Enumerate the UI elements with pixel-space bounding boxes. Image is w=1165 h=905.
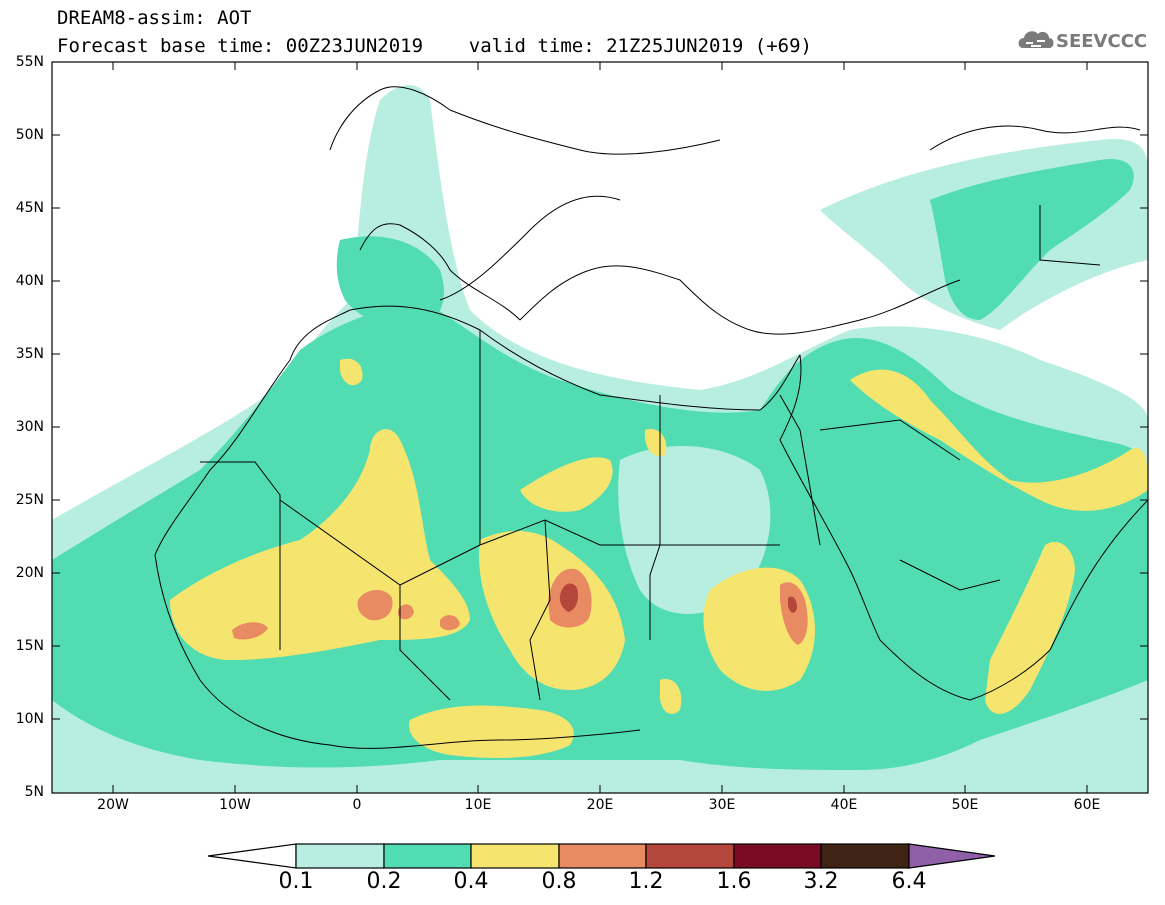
lat-label: 35N	[15, 346, 44, 362]
colorbar-label: 0.1	[278, 869, 314, 894]
lon-ticks	[112, 62, 1088, 793]
lon-label: 0	[352, 797, 362, 813]
lon-label: 10W	[219, 797, 251, 813]
coastlines	[154, 86, 1148, 749]
lat-label: 55N	[15, 54, 44, 70]
lat-label: 50N	[15, 127, 44, 143]
colorbar-label: 0.4	[453, 869, 489, 894]
lat-label: 15N	[15, 638, 44, 654]
lat-label: 5N	[24, 784, 44, 800]
lat-label: 20N	[15, 565, 44, 581]
lat-label: 40N	[15, 273, 44, 289]
lat-label: 25N	[15, 492, 44, 508]
lon-label: 10E	[464, 797, 492, 813]
borders	[200, 205, 1101, 701]
lat-ticks	[52, 61, 1148, 720]
colorbar	[207, 843, 996, 869]
plot-title: DREAM8-assim: AOT	[57, 7, 252, 29]
colorbar-cell	[558, 843, 647, 869]
lat-label: 45N	[15, 200, 44, 216]
lon-label: 30E	[708, 797, 736, 813]
lon-label: 40E	[830, 797, 858, 813]
aot-layer-very-high	[559, 583, 797, 613]
aot-layer-high	[232, 568, 808, 645]
colorbar-cell	[383, 843, 472, 869]
colorbar-cell	[733, 843, 822, 869]
colorbar-over-arrow	[908, 843, 996, 869]
colorbar-cell	[645, 843, 735, 869]
aot-layer-moderate	[170, 358, 1148, 758]
colorbar-cell	[295, 843, 385, 869]
aot-layer-low	[52, 159, 1148, 770]
colorbar-label: 1.6	[716, 869, 752, 894]
logo-text: SEEVCCC	[1056, 31, 1148, 52]
colorbar-cell	[820, 843, 910, 869]
colorbar-label: 1.2	[628, 869, 664, 894]
lat-label: 10N	[15, 711, 44, 727]
cloud-logo-icon	[1018, 31, 1054, 48]
lon-label: 60E	[1073, 797, 1101, 813]
colorbar-cell	[470, 843, 560, 869]
lat-label: 30N	[15, 419, 44, 435]
colorbar-label: 0.2	[366, 869, 402, 894]
colorbar-label: 6.4	[891, 869, 927, 894]
lon-label: 50E	[951, 797, 979, 813]
colorbar-under-arrow	[207, 843, 297, 869]
colorbar-label: 3.2	[803, 869, 839, 894]
lon-label: 20W	[97, 797, 129, 813]
colorbar-label: 0.8	[541, 869, 577, 894]
forecast-times: Forecast base time: 00Z23JUN2019 valid t…	[57, 35, 812, 57]
lon-label: 20E	[586, 797, 614, 813]
